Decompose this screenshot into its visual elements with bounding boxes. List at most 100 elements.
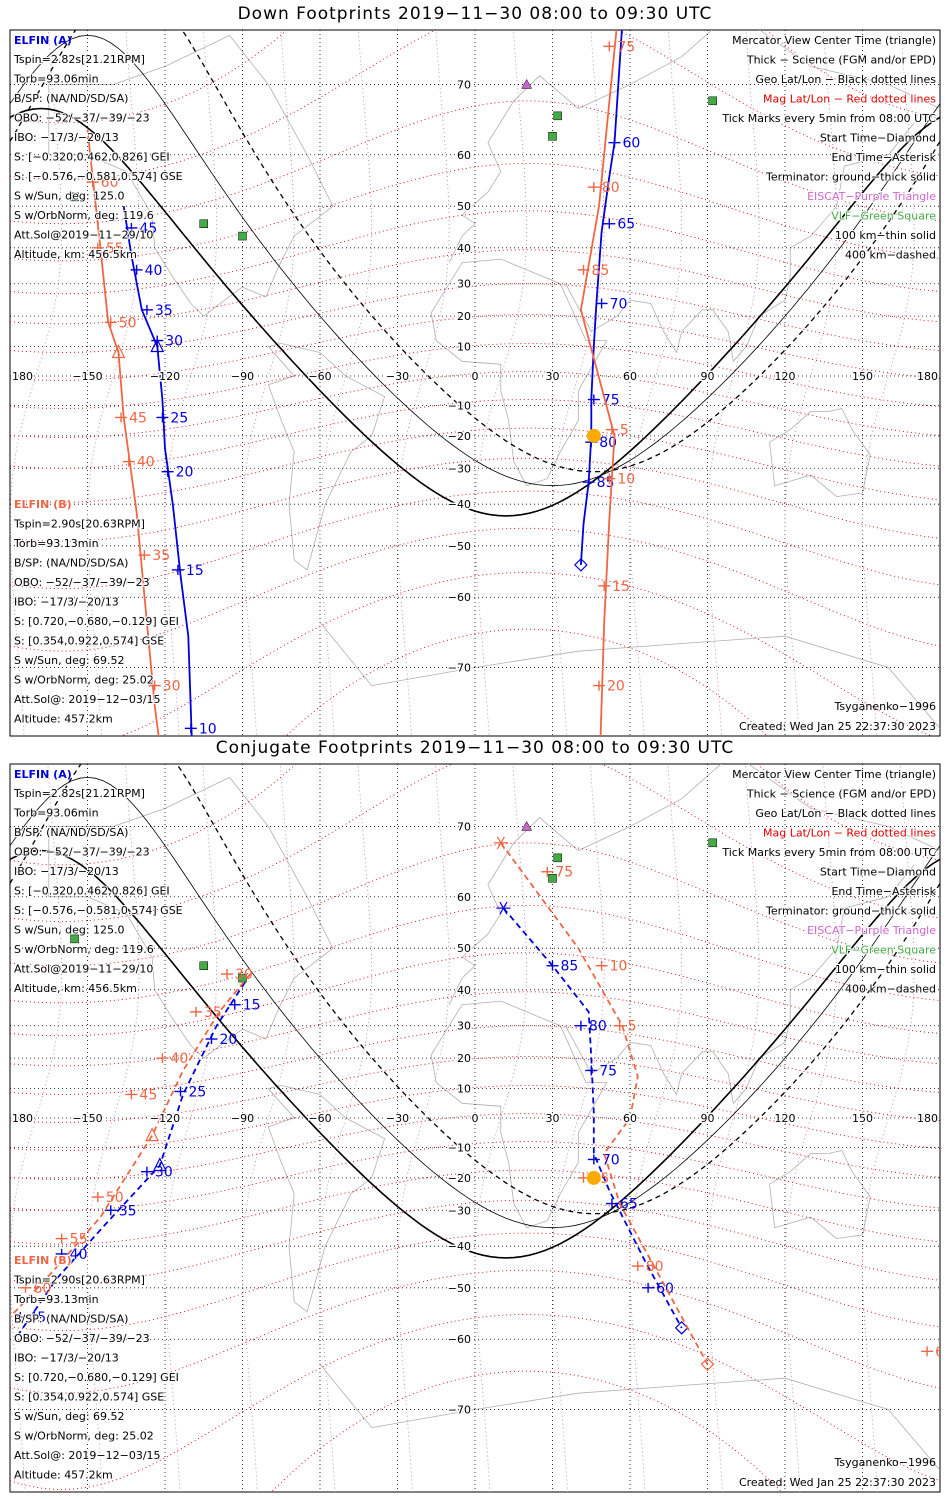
elfin-a-line-1: Torb=93.06min (13, 807, 99, 820)
track-0-asterisk-1 (625, 30, 626, 31)
track-2-label-1: 10 (610, 959, 628, 975)
lat-tick-label-1: −60 (448, 1333, 471, 1346)
elfin-a-line-10: Altitude, km: 456.5km (14, 982, 137, 995)
elfin-a-line-9: Att.Sol@2019−11−29/10 (14, 963, 153, 976)
legend: Mercator View Center Time (triangle) Thic… (720, 33, 937, 263)
mag-meridian-5 (397, 30, 450, 736)
legend-item-8: EISCAT−Purple Triangle (807, 190, 936, 203)
terminator-400km (10, 764, 940, 1215)
track-2-asterisk-2 (614, 30, 615, 31)
track-3 (86, 129, 160, 736)
lon-tick-label-7: 30 (546, 370, 560, 383)
elfin-b-line-0: Tspin=2.90s[20.63RPM] (13, 1274, 145, 1287)
elfin-b-info: ELFIN (B) Tspin=2.90s[20.63RPM] Torb=93.13… (12, 497, 180, 727)
track-1-label-1: 20 (220, 1032, 238, 1048)
mag-meridian-11 (862, 30, 915, 736)
coastline-0 (48, 776, 334, 1059)
map-body: 6065707580854540353025201510758085510152… (10, 30, 940, 737)
mag-meridian-11 (862, 764, 915, 1492)
track-1-label-5: 20 (176, 465, 194, 481)
elfin-a-line-10: Altitude, km: 456.5km (14, 248, 137, 261)
track-2-diamond (700, 1357, 715, 1372)
lon-tick-label-8: 60 (623, 370, 637, 383)
track-0-label-0: 60 (623, 136, 641, 152)
lon-tick-label-11: 150 (852, 1112, 873, 1125)
axis-labels: 180 −150 −120 −90 −60 −30 0 30 60 90 120 150 180 −70 −… (11, 819, 940, 1418)
elfin-b-line-10: Altitude: 457.2km (14, 713, 113, 726)
mag-parallel-15 (10, 764, 940, 922)
elfin-b-line-3: OBO: −52/−37/−39/−23 (14, 576, 150, 589)
legend-item-7: Terminator: ground−thick solid (765, 171, 936, 184)
track-2 (579, 30, 618, 736)
elfin-a-line-4: IBO: −17/3/−20/13 (14, 131, 119, 144)
terminator (10, 30, 940, 517)
mag-parallel-7 (10, 1113, 940, 1180)
mag-meridian-2 (164, 30, 218, 736)
lat-tick-label-3: −40 (448, 1240, 471, 1253)
track-1-view-triangle (152, 1157, 167, 1172)
mag-grid (10, 764, 940, 1492)
legend-item-7: Terminator: ground−thick solid (765, 905, 936, 918)
elfin-b-line-0: Tspin=2.90s[20.63RPM] (13, 518, 145, 531)
lon-tick-label-5: −30 (386, 1112, 409, 1125)
lat-tick-label-5: −20 (448, 430, 471, 443)
lat-tick-label-2: −50 (448, 540, 471, 553)
lon-tick-label-6: 0 (472, 370, 479, 383)
coastline-5 (769, 408, 871, 498)
created-label: Created: Wed Jan 25 22:37:30 2023 (739, 1476, 936, 1489)
track-3-label-1: 35 (204, 1005, 222, 1021)
mag-parallel-9 (10, 1056, 940, 1123)
track-1-label-7: 10 (199, 721, 217, 737)
vlf-square-0 (70, 192, 79, 202)
legend-item-6: End Time−Asterisk (831, 151, 936, 164)
lat-tick-label-2: −50 (448, 1282, 471, 1295)
lat-tick-label-1: −60 (448, 591, 471, 604)
track-2-label-2: 5 (628, 1019, 637, 1035)
legend-item-0: Mercator View Center Time (triangle) (732, 768, 936, 781)
track-1-label-4: 25 (170, 410, 188, 426)
elfin-b-line-2: B/SP: (NA/ND/SD/SA) (14, 1313, 128, 1326)
lon-tick-label-0: 180 (12, 370, 33, 383)
mag-meridian-1 (87, 30, 140, 736)
axis-labels: 180 −150 −120 −90 −60 −30 0 30 60 90 120 150 180 −70 −… (11, 77, 940, 676)
lon-tick-label-2: −120 (150, 1112, 180, 1125)
lon-tick-label-4: −60 (308, 370, 331, 383)
lon-tick-label-2: −120 (150, 370, 180, 383)
lat-tick-label-9: 30 (457, 1020, 471, 1033)
vlf-square-1 (199, 219, 208, 228)
track-3-label-2: 40 (170, 1051, 188, 1067)
lat-tick-label-8: 20 (457, 310, 471, 323)
mag-meridian-2 (164, 764, 218, 1492)
legend-item-0: Mercator View Center Time (triangle) (732, 34, 936, 47)
track-1-label-3: 30 (165, 334, 183, 350)
mag-meridian-3 (242, 764, 295, 1492)
track-0 (502, 907, 683, 1329)
mag-meridian-6 (474, 764, 528, 1492)
track-1-label-2: 25 (189, 1085, 207, 1101)
legend-item-3: Mag Lat/Lon − Red dotted lines (763, 827, 936, 840)
track-3-label-6: 30 (163, 679, 181, 695)
lon-tick-label-11: 150 (852, 370, 873, 383)
elfin-a-info: ELFIN (A) Tspin=2.82s[21.21RPM] Torb=93.06… (12, 768, 184, 996)
legend-item-11: 400 km−dashed (845, 983, 936, 996)
created-label: Created: Wed Jan 25 22:37:30 2023 (739, 720, 936, 733)
vlf-square-3 (548, 874, 557, 883)
eiscat-triangle-1 (521, 820, 533, 831)
elfin-b-line-2: B/SP: (NA/ND/SD/SA) (14, 557, 128, 570)
lon-tick-label-7: 30 (546, 1112, 560, 1125)
track-1 (122, 206, 193, 736)
legend-item-9: VLF−Green Square (831, 944, 936, 957)
elfin-b-line-6: S: [0.354,0.922,0.574] GSE (14, 635, 164, 648)
elfin-a-info: ELFIN (A) Tspin=2.82s[21.21RPM] Torb=93.06… (12, 34, 184, 262)
legend-item-4: Tick Marks every 5min from 08:00 UTC (721, 846, 936, 859)
elfin-a-header: ELFIN (A) (14, 34, 72, 47)
model-label: Tsyganenko−1996 (834, 700, 937, 713)
lat-tick-label-12: 60 (457, 891, 471, 904)
vlf-square-4 (553, 111, 562, 121)
lat-tick-label-11: 50 (457, 942, 471, 955)
track-1-label-0: 45 (139, 221, 157, 237)
lon-tick-label-9: 90 (701, 1112, 715, 1125)
track-1-label-1: 40 (145, 263, 163, 279)
track-1-view-triangle (150, 338, 165, 353)
elfin-a-line-2: B/SP: (NA/ND/SD/SA) (14, 92, 128, 105)
